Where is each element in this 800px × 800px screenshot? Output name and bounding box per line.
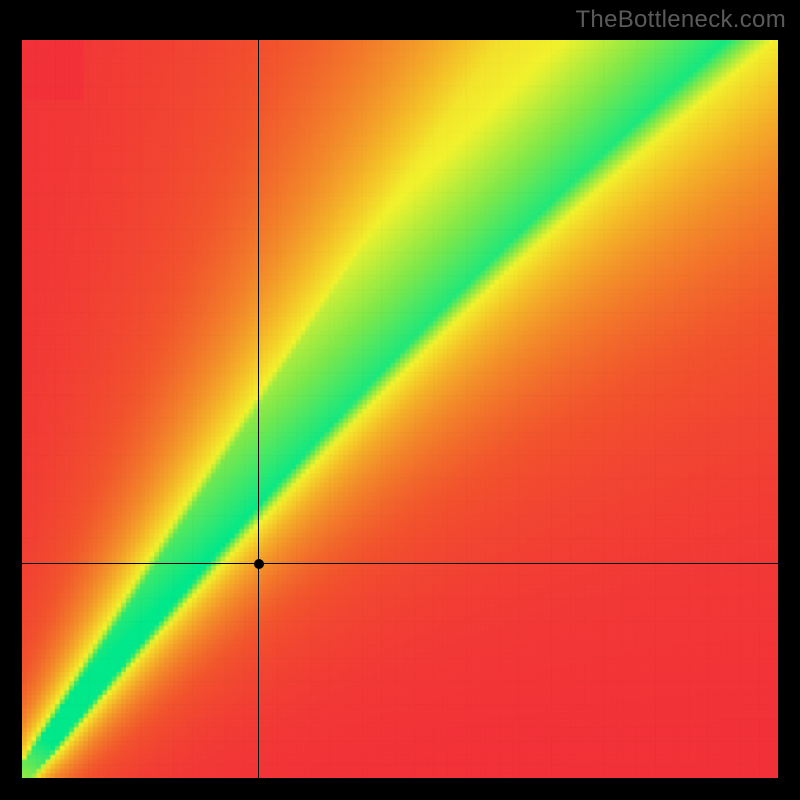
crosshair-marker xyxy=(254,559,264,569)
crosshair-vertical xyxy=(258,40,259,778)
plot-area xyxy=(22,40,778,778)
watermark-text: TheBottleneck.com xyxy=(575,6,786,34)
crosshair-horizontal xyxy=(22,563,778,564)
chart-container: TheBottleneck.com xyxy=(0,0,800,800)
heatmap-canvas xyxy=(22,40,778,778)
